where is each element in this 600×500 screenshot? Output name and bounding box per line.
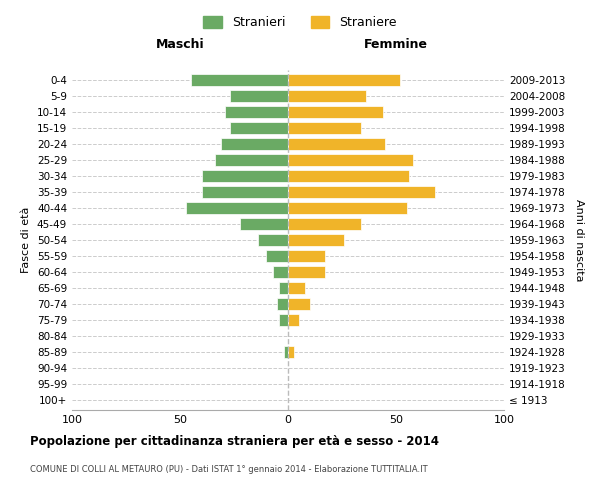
Text: Popolazione per cittadinanza straniera per età e sesso - 2014: Popolazione per cittadinanza straniera p… [30, 435, 439, 448]
Bar [288, 218, 361, 230]
Bar [288, 122, 361, 134]
Bar [288, 154, 413, 166]
Bar [273, 266, 288, 278]
Bar [288, 90, 366, 102]
Bar [187, 202, 288, 214]
Bar [288, 266, 325, 278]
Bar [202, 186, 288, 198]
Bar [288, 234, 344, 246]
Bar [288, 170, 409, 182]
Bar [288, 282, 305, 294]
Bar [221, 138, 288, 150]
Bar [288, 250, 325, 262]
Text: Femmine: Femmine [364, 38, 428, 51]
Bar [202, 170, 288, 182]
Bar [288, 186, 435, 198]
Bar [288, 106, 383, 118]
Bar [258, 234, 288, 246]
Bar [266, 250, 288, 262]
Y-axis label: Anni di nascita: Anni di nascita [574, 198, 584, 281]
Bar [191, 74, 288, 86]
Bar [288, 138, 385, 150]
Bar [280, 282, 288, 294]
Legend: Stranieri, Straniere: Stranieri, Straniere [198, 11, 402, 34]
Bar [280, 314, 288, 326]
Bar [288, 346, 295, 358]
Bar [226, 106, 288, 118]
Bar [277, 298, 288, 310]
Text: COMUNE DI COLLI AL METAURO (PU) - Dati ISTAT 1° gennaio 2014 - Elaborazione TUTT: COMUNE DI COLLI AL METAURO (PU) - Dati I… [30, 465, 428, 474]
Bar [241, 218, 288, 230]
Bar [288, 298, 310, 310]
Bar [230, 122, 288, 134]
Bar [215, 154, 288, 166]
Bar [284, 346, 288, 358]
Bar [288, 74, 400, 86]
Y-axis label: Fasce di età: Fasce di età [22, 207, 31, 273]
Bar [288, 202, 407, 214]
Bar [230, 90, 288, 102]
Bar [288, 314, 299, 326]
Text: Maschi: Maschi [155, 38, 205, 51]
